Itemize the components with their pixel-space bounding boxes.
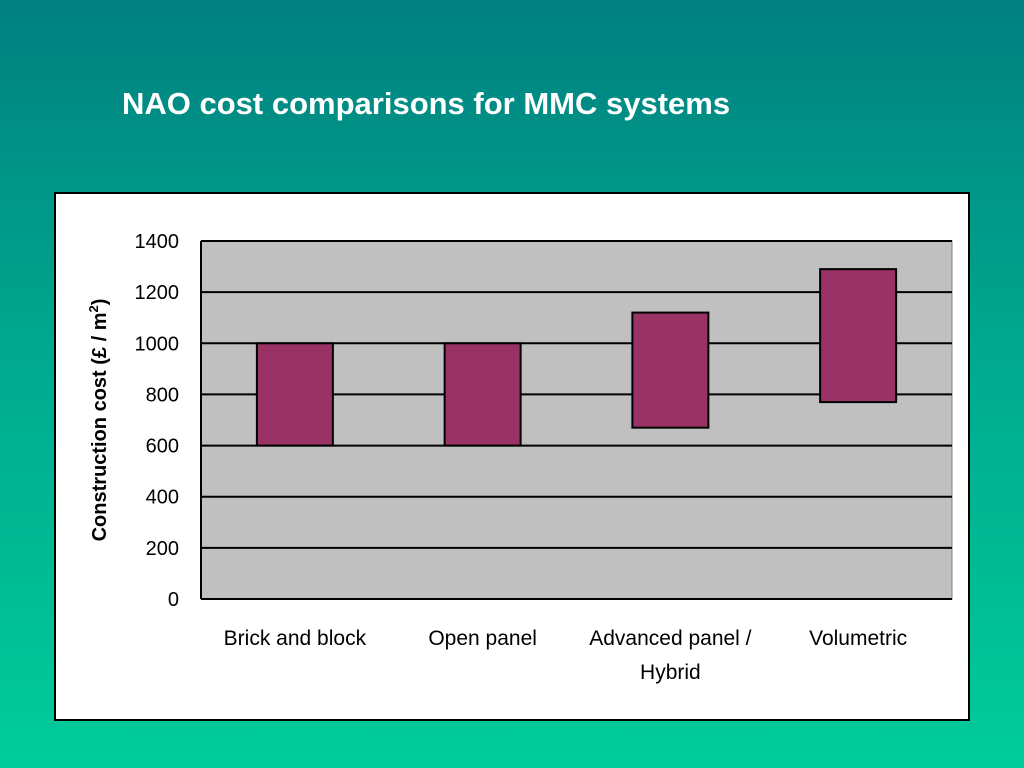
y-axis-label-text: Construction cost (£ / m <box>89 313 111 542</box>
bars <box>255 268 898 447</box>
x-category-label: Brick and block <box>224 627 367 650</box>
y-axis-label: Construction cost (£ / m2) <box>86 299 111 542</box>
y-axis-ticks: 0 200 400 600 800 1000 1200 1400 <box>135 231 180 611</box>
y-tick-label: 1400 <box>135 231 180 253</box>
x-category-label: Advanced panel / <box>589 627 751 650</box>
y-axis-label-superscript: 2 <box>86 305 101 312</box>
y-tick-label: 1200 <box>135 282 180 304</box>
chart-frame: 0 200 400 600 800 1000 1200 1400 Brick and bloc… <box>54 192 970 721</box>
bar <box>819 268 898 404</box>
y-tick-label: 0 <box>168 589 179 611</box>
slide-title: NAO cost comparisons for MMC systems <box>122 86 731 121</box>
y-tick-label: 800 <box>146 384 179 406</box>
y-tick-label: 400 <box>146 487 179 509</box>
y-axis-label-suffix: ) <box>89 299 111 306</box>
y-tick-label: 200 <box>146 538 179 560</box>
y-tick-label: 1000 <box>135 333 180 355</box>
cost-range-chart: 0 200 400 600 800 1000 1200 1400 Brick and bloc… <box>86 231 953 684</box>
x-axis-categories: Brick and block Open panel Advanced panel … <box>224 627 907 684</box>
bar <box>443 342 522 447</box>
x-category-label: Volumetric <box>809 627 907 650</box>
bar <box>631 311 710 429</box>
y-tick-label: 600 <box>146 436 179 458</box>
x-category-label: Open panel <box>428 627 537 650</box>
bar <box>255 342 334 447</box>
x-category-label: Hybrid <box>640 661 701 684</box>
